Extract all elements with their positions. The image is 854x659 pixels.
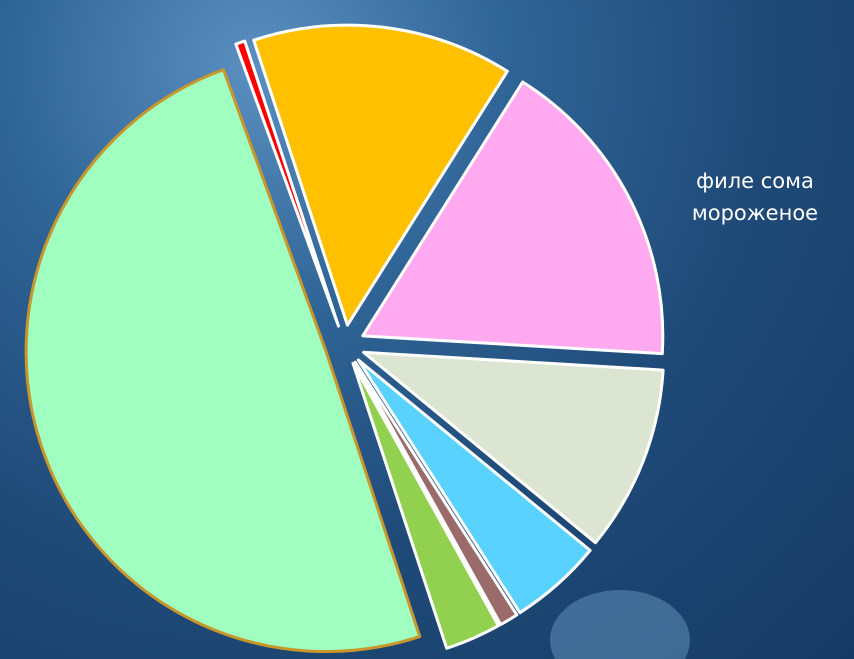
legend-entry: филе сома мороженое: [660, 165, 850, 229]
bubble-decoration: [550, 590, 690, 659]
chart: [0, 0, 854, 659]
page: филе сома мороженое (() => { const data …: [0, 0, 854, 659]
